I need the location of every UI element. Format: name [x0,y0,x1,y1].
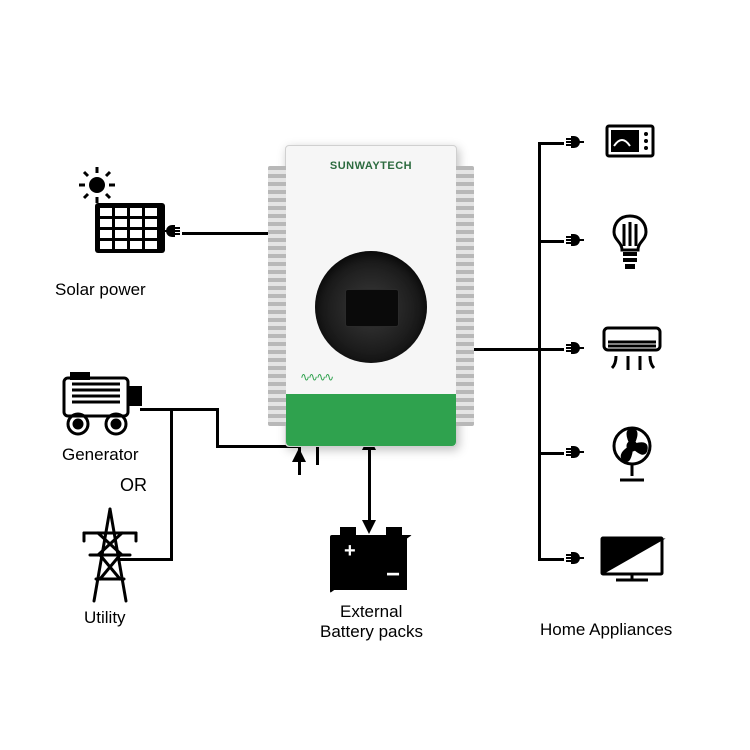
generator-label: Generator [62,445,139,465]
solar-panel-icon [75,165,175,275]
inverter-display-disc [315,251,427,363]
arrow-batt-down [362,520,376,534]
wire-battery [368,448,371,526]
utility-label: Utility [84,608,126,628]
inverter-sine-icon: ∿∿∿∿ [300,370,332,384]
tv-icon [598,534,666,584]
utility-tower-icon [78,505,142,605]
appliances-label: Home Appliances [540,620,672,640]
wire-or-vert [170,410,173,560]
inverter-fins-left [268,166,286,426]
diagram-canvas: SUNWAYTECH ∿∿∿∿ [0,0,750,750]
microwave-icon [604,116,656,168]
battery-label-2: Battery packs [320,622,423,642]
inverter-green-band [286,394,456,446]
plug-icon [562,229,586,253]
plug-icon [562,131,586,155]
solar-label: Solar power [55,280,146,300]
wire-bus [538,142,541,561]
generator-icon [58,368,146,438]
battery-label-1: External [340,602,402,622]
wire-or-out1 [170,408,218,411]
wire-app-2 [538,240,564,243]
arrow-or [292,448,306,462]
wire-app-4 [538,452,564,455]
plug-icon [562,441,586,465]
wire-or-drop [216,408,219,448]
plug-icon [562,337,586,361]
wire-app-1 [538,142,564,145]
ac-unit-icon [600,322,664,374]
inverter-screen [345,289,399,327]
bulb-icon [610,212,650,272]
inverter-fins-right [456,166,474,426]
wire-or-to-inv [316,445,319,465]
battery-icon: + − [330,535,412,593]
inverter-device: SUNWAYTECH ∿∿∿∿ [285,145,457,447]
fan-icon [604,424,660,484]
or-label: OR [120,475,147,496]
inverter-brand: SUNWAYTECH [286,160,456,172]
wire-app-5 [538,558,564,561]
wire-app-3 [538,348,564,351]
plug-icon [562,547,586,571]
